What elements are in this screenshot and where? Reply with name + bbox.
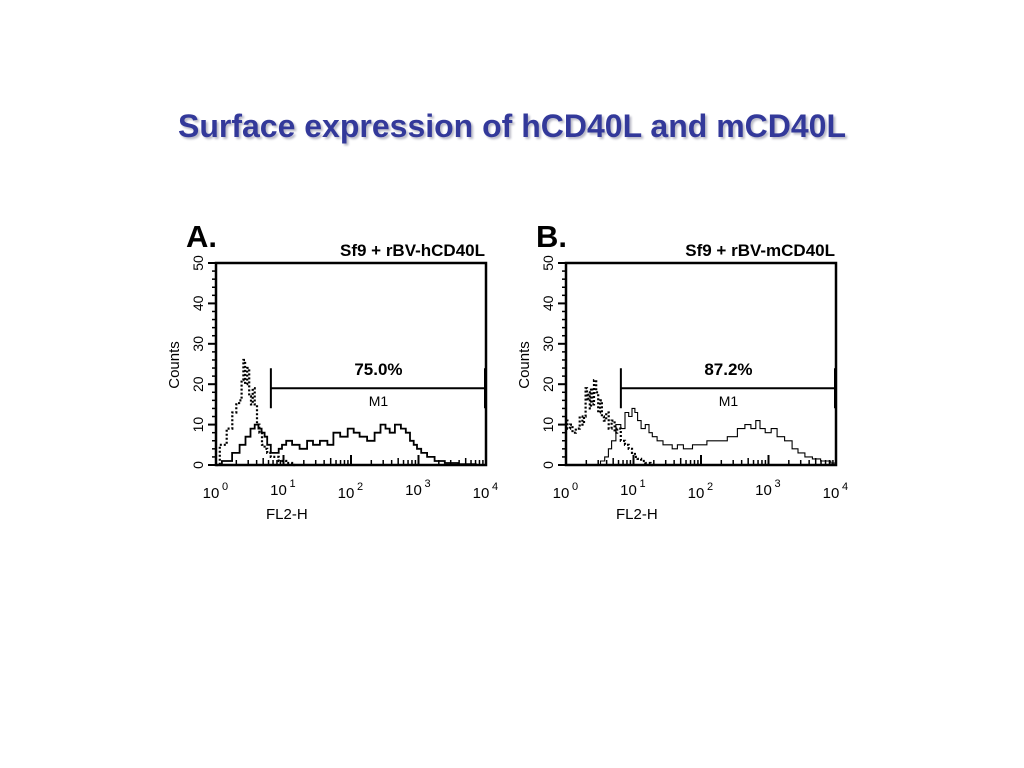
x-tick-label-exponent: 0	[572, 481, 578, 493]
y-tick-label: 0	[190, 461, 206, 469]
chart-title: Sf9 + rBV-hCD40L	[340, 241, 485, 260]
gate-label: M1	[369, 393, 389, 409]
x-tick-label-exponent: 3	[424, 478, 430, 490]
chart-title: Sf9 + rBV-mCD40L	[685, 241, 835, 260]
x-axis-label: FL2-H	[616, 506, 658, 523]
y-tick-label: 20	[190, 376, 206, 392]
x-tick-label-base: 10	[405, 482, 422, 499]
plot-frame	[214, 261, 488, 467]
y-axis-label: Counts	[166, 341, 183, 389]
x-tick-label-base: 10	[473, 485, 490, 502]
x-tick-label-base: 10	[270, 482, 287, 499]
y-tick-label: 40	[190, 295, 206, 311]
y-tick-label: 10	[540, 417, 556, 433]
y-tick-label: 20	[540, 376, 556, 392]
x-tick-label-exponent: 4	[492, 481, 498, 493]
x-tick-label-base: 10	[203, 485, 220, 502]
slide-title: Surface expression of hCD40L and mCD40L	[177, 108, 847, 144]
x-tick-label-base: 10	[553, 485, 570, 502]
x-tick-label-exponent: 3	[774, 478, 780, 490]
x-tick-label-base: 10	[688, 485, 705, 502]
panel-label: A.	[186, 219, 217, 254]
y-tick-label: 10	[190, 417, 206, 433]
x-tick-label-exponent: 2	[707, 481, 713, 493]
x-tick-label-exponent: 0	[222, 481, 228, 493]
x-tick-label-base: 10	[338, 485, 355, 502]
x-tick-label-exponent: 2	[357, 481, 363, 493]
sample-histogram	[598, 407, 836, 466]
x-tick-label-base: 10	[755, 482, 772, 499]
control-histogram	[216, 358, 296, 467]
x-tick-label-exponent: 1	[289, 478, 295, 490]
y-tick-label: 30	[540, 336, 556, 352]
control-histogram	[566, 379, 654, 467]
gate-percent: 75.0%	[354, 360, 402, 379]
x-tick-label-exponent: 1	[639, 478, 645, 490]
plot-frame	[564, 261, 838, 467]
gate-label: M1	[719, 393, 739, 409]
x-tick-label-base: 10	[823, 485, 840, 502]
x-axis-label: FL2-H	[266, 506, 308, 523]
y-tick-label: 50	[540, 255, 556, 271]
y-tick-label: 40	[540, 295, 556, 311]
y-tick-label: 0	[540, 461, 556, 469]
gate-percent: 87.2%	[704, 360, 752, 379]
y-tick-label: 50	[190, 255, 206, 271]
y-axis-label: Counts	[516, 341, 533, 389]
sample-histogram	[216, 423, 486, 466]
x-tick-label-exponent: 4	[842, 481, 848, 493]
y-tick-label: 30	[190, 336, 206, 352]
x-tick-label-base: 10	[620, 482, 637, 499]
panel-label: B.	[536, 219, 567, 254]
